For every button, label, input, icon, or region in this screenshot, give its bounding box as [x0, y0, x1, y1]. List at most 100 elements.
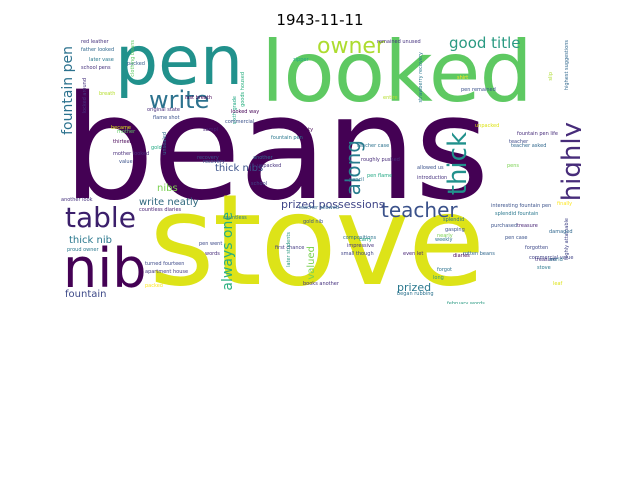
word-cloud-word: books another	[303, 281, 339, 287]
word-cloud-word: packed	[127, 61, 145, 67]
word-cloud-word: pen went	[199, 241, 223, 247]
word-cloud-word: remained unused	[377, 39, 421, 45]
word-cloud-word: recovery	[197, 155, 219, 161]
word-cloud-word: introduction	[417, 175, 448, 181]
word-cloud-word: even let	[403, 251, 424, 257]
word-cloud-word: write neatly	[139, 197, 199, 208]
word-cloud-word: empty	[297, 127, 314, 133]
word-cloud-word: value	[119, 159, 133, 165]
word-cloud-word: splendid	[443, 217, 465, 223]
word-cloud-word: proud owner	[67, 247, 99, 253]
word-cloud-word: school pens	[81, 65, 111, 71]
word-cloud-word: roughly pushed	[361, 157, 400, 163]
word-cloud-word: purchased	[491, 223, 518, 229]
word-cloud-word: last breath	[185, 95, 212, 101]
word-cloud-word: sampl	[203, 127, 219, 133]
word-cloud-word: nib	[63, 237, 147, 300]
word-cloud-word: unpacked	[257, 163, 282, 169]
word-cloud-word: thick nibs	[215, 163, 264, 174]
word-cloud-word: diaries	[453, 253, 470, 259]
word-cloud-word: pen case	[505, 235, 528, 241]
word-cloud-word: highly attainable	[564, 218, 570, 261]
word-cloud-word: father looked	[81, 47, 115, 53]
word-cloud-word: pencil	[349, 177, 364, 183]
word-cloud-word: gold	[151, 145, 162, 151]
word-cloud-word: teacher	[381, 198, 458, 222]
word-cloud-word: breath	[99, 91, 116, 97]
word-cloud-word: words	[205, 251, 220, 257]
word-cloud-word: goods housed	[240, 72, 246, 107]
word-cloud-word: later students	[286, 232, 292, 267]
word-cloud-word: highly	[557, 122, 581, 202]
word-cloud-word: write	[149, 86, 210, 114]
word-cloud-word: slip	[548, 72, 554, 81]
word-cloud-word: commercial value	[529, 255, 574, 261]
word-cloud-word: unpacked	[475, 123, 500, 129]
word-cloud-word: commercial	[225, 119, 255, 125]
word-cloud-word: nibs	[157, 183, 178, 194]
word-cloud-word: another	[253, 155, 273, 161]
word-cloud-word: first chance	[275, 245, 305, 251]
word-cloud-word: another look	[61, 197, 93, 203]
word-cloud-word: beans	[63, 64, 490, 232]
word-cloud-word: unsealed	[162, 132, 168, 155]
word-cloud-word: stove	[149, 167, 485, 304]
word-cloud-word: gold nib	[303, 219, 324, 225]
word-cloud-word: world	[549, 257, 563, 263]
chart-title: 1943-11-11	[276, 11, 364, 29]
word-cloud-word: forgotten	[525, 245, 549, 251]
word-cloud-word: teacher	[509, 139, 529, 145]
word-cloud-word: strawberry recovery	[418, 52, 424, 103]
word-cloud-word: red leather	[81, 39, 109, 45]
word-cloud-word: thirteen	[113, 139, 133, 145]
word-cloud-word: highest suggestions	[564, 40, 570, 91]
word-cloud-word: locked around	[82, 78, 88, 114]
word-cloud-word: february words	[447, 301, 485, 305]
word-cloud-word: mother looked	[113, 151, 150, 157]
word-cloud-word: pen flame	[367, 173, 393, 179]
word-cloud-word: interesting fountain pen	[491, 203, 552, 209]
word-cloud-word: flame shot	[153, 115, 180, 121]
word-cloud: beans stove looked pen nib table owner w…	[61, 36, 581, 304]
word-cloud-word: valued	[306, 246, 317, 280]
word-cloud-word: teacher allowed	[299, 205, 339, 211]
word-cloud-word: shirt	[457, 75, 469, 81]
word-cloud-word: compositions	[343, 235, 377, 241]
word-cloud-word: pen remained	[461, 87, 496, 93]
word-cloud-word: fountain pen life	[517, 131, 558, 137]
word-cloud-word: pens	[507, 163, 520, 169]
word-cloud-word: weekly	[435, 237, 453, 243]
word-cloud-word: recovery	[203, 159, 225, 165]
word-cloud-word: table	[65, 201, 136, 234]
word-cloud-word: treasure	[535, 257, 556, 263]
word-cloud-word: teacher asked	[511, 143, 547, 149]
word-cloud-word: turned fourteen	[145, 261, 185, 267]
word-cloud-word: original state	[147, 107, 180, 113]
word-cloud-word: mother	[117, 129, 136, 135]
word-cloud-word: teacher case	[357, 143, 390, 149]
word-cloud-word: clothing beans	[130, 40, 136, 77]
word-cloud-word: forgot	[437, 267, 452, 273]
word-cloud-word: splendid fountain	[495, 211, 539, 217]
word-cloud-word: zipper	[293, 57, 309, 63]
word-cloud-word: looked way	[231, 109, 260, 115]
word-cloud-word: long	[433, 275, 444, 281]
word-cloud-word: carry	[359, 237, 372, 243]
word-cloud-word: allowed us	[417, 165, 444, 171]
word-cloud-word: good title	[449, 36, 521, 52]
word-cloud-word: pen	[115, 36, 244, 101]
word-cloud-word: small though	[341, 251, 374, 257]
word-cloud-word: treasure	[517, 223, 538, 229]
word-cloud-word: began rubbing	[397, 291, 434, 297]
word-cloud-word: fountain	[65, 289, 107, 300]
word-cloud-word: fountain pen	[271, 135, 303, 141]
word-cloud-word: gasping	[445, 227, 465, 233]
word-cloud-word: countless	[223, 215, 247, 221]
word-cloud-word: leaf	[553, 281, 563, 287]
word-cloud-word: prized	[397, 281, 432, 294]
word-cloud-word: packed	[145, 283, 163, 289]
word-cloud-word: finally	[557, 201, 573, 207]
word-cloud-word: later vase	[89, 57, 114, 63]
word-cloud-word: thick nib	[69, 235, 112, 246]
word-cloud-word: school	[251, 181, 268, 187]
